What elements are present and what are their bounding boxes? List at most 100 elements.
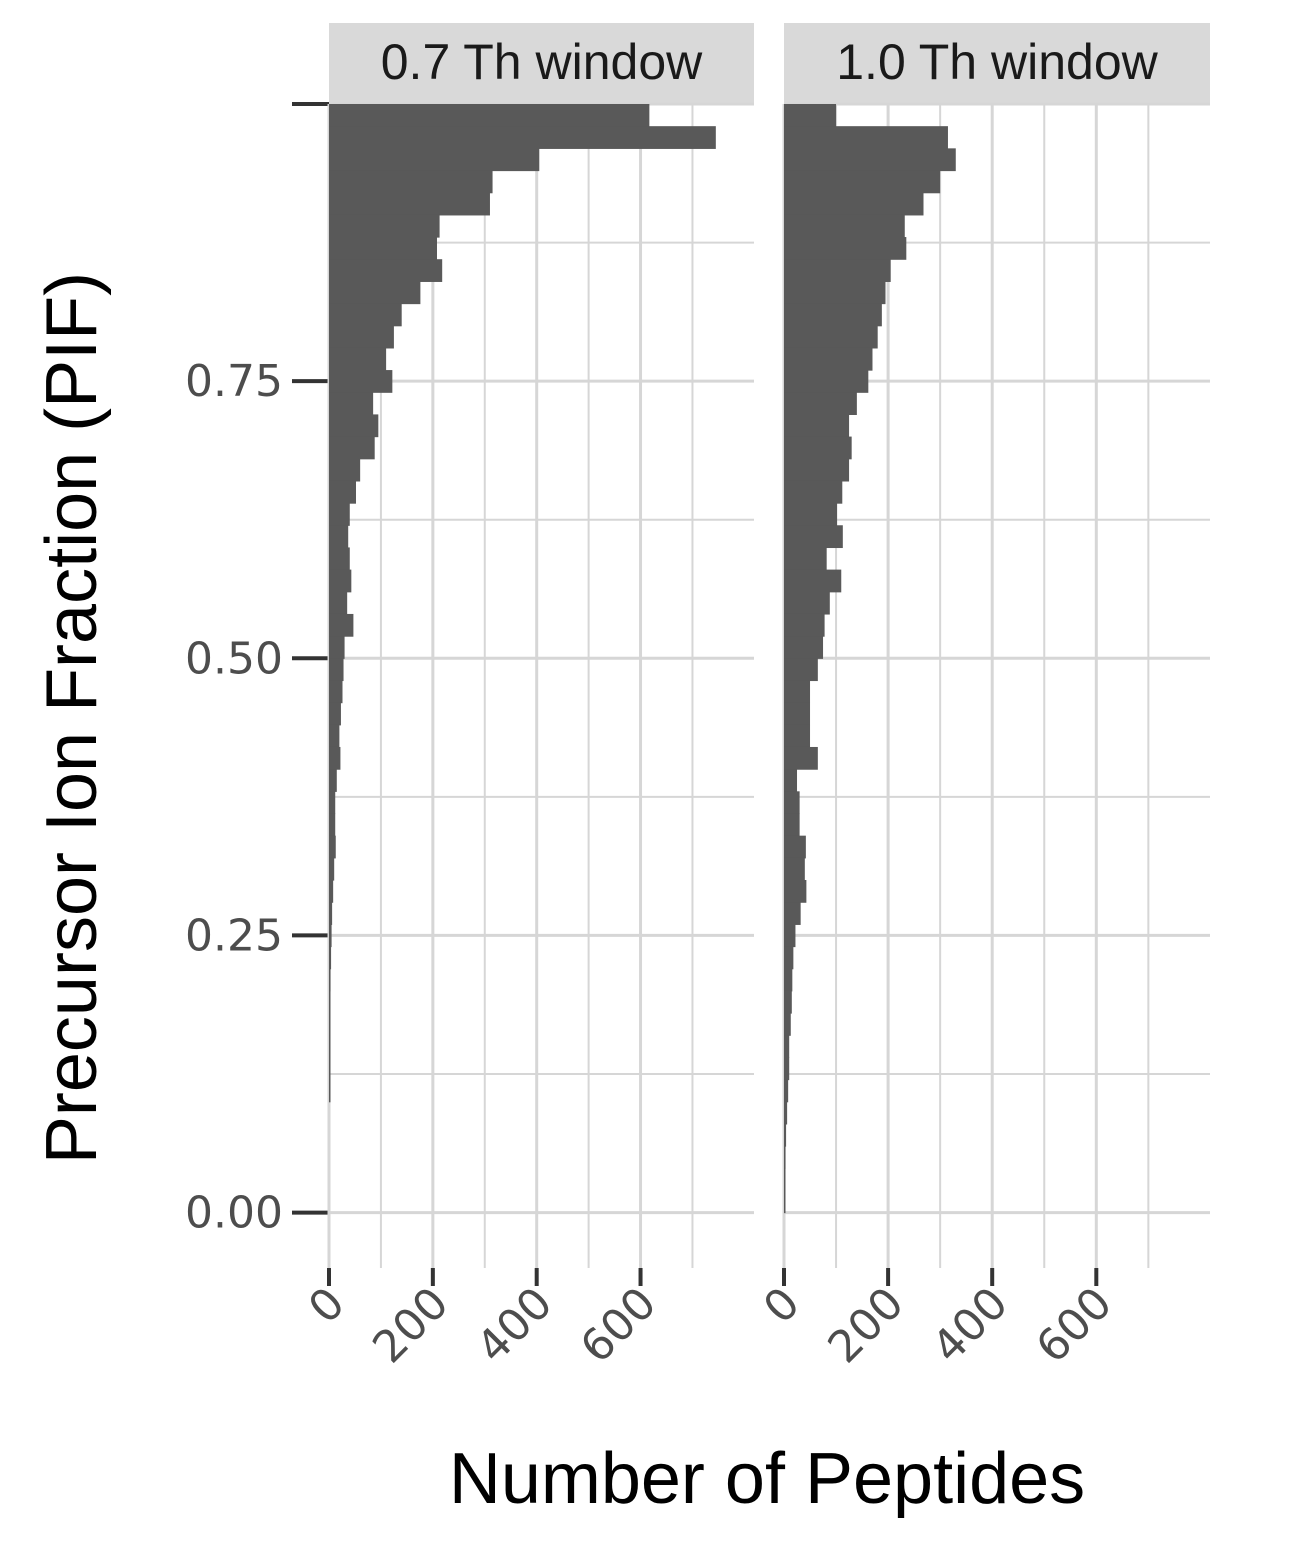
histogram-bar bbox=[784, 880, 807, 903]
histogram-bar bbox=[784, 835, 806, 859]
histogram-bar bbox=[784, 192, 924, 216]
histogram-bar bbox=[784, 214, 905, 238]
histogram-bar bbox=[784, 547, 827, 571]
histogram-bar bbox=[784, 1013, 791, 1036]
y-axis-title: Precursor Ion Fraction (PIF) bbox=[32, 272, 112, 1164]
histogram-bar bbox=[784, 658, 818, 682]
histogram-bar bbox=[784, 370, 869, 393]
histogram-bar bbox=[784, 436, 852, 460]
y-axis: 0.00 0.25 0.50 0.75 bbox=[185, 102, 329, 1239]
histogram-bar bbox=[329, 1057, 331, 1081]
histogram-bar bbox=[784, 325, 878, 349]
histogram-bar bbox=[329, 1035, 331, 1058]
histogram-bar bbox=[329, 613, 354, 637]
facet-strip-label: 1.0 Th window bbox=[836, 34, 1158, 90]
histogram-bar bbox=[784, 1190, 786, 1214]
x-tick-label: 600 bbox=[571, 1278, 666, 1373]
histogram-bar bbox=[784, 813, 800, 837]
histogram-bar bbox=[329, 791, 336, 815]
histogram-bar bbox=[329, 636, 345, 659]
histogram-bar bbox=[784, 1057, 790, 1081]
histogram-bar bbox=[329, 946, 332, 970]
histogram-bar bbox=[329, 990, 331, 1014]
histogram-bar bbox=[329, 148, 540, 172]
histogram-bar bbox=[784, 1123, 787, 1147]
histogram-bar bbox=[784, 569, 842, 593]
histogram-bar bbox=[784, 480, 843, 504]
histogram-bar bbox=[329, 680, 343, 704]
histogram-bar bbox=[329, 303, 402, 327]
histogram-bar bbox=[329, 547, 350, 571]
histogram-bar bbox=[329, 880, 334, 903]
histogram-bar bbox=[784, 126, 948, 149]
histogram-bar bbox=[784, 525, 843, 549]
histogram-bar bbox=[329, 325, 394, 349]
x-tick-label: 400 bbox=[923, 1278, 1018, 1373]
histogram-bar bbox=[784, 990, 792, 1014]
facet-panel: 0.7 Th window 0 200 400 600 bbox=[299, 23, 754, 1373]
histogram-bar bbox=[784, 636, 824, 659]
histogram-bar bbox=[784, 104, 837, 127]
histogram-bar bbox=[784, 458, 850, 482]
histogram-bar bbox=[329, 813, 336, 837]
histogram-bar bbox=[329, 591, 348, 615]
histogram-bar bbox=[784, 1168, 786, 1191]
y-tick-label: 0.00 bbox=[185, 1188, 283, 1239]
facet-strip bbox=[329, 23, 754, 104]
histogram-bar bbox=[784, 1101, 788, 1125]
histogram-bar bbox=[784, 1035, 790, 1058]
histogram-bar bbox=[784, 303, 882, 327]
histogram-bar bbox=[329, 1013, 331, 1036]
histogram-bar bbox=[329, 902, 333, 925]
histogram-bar bbox=[329, 525, 349, 549]
histogram-bar bbox=[329, 1079, 331, 1103]
histogram-bar bbox=[784, 503, 838, 526]
histogram-bar bbox=[784, 414, 850, 438]
histogram-bar bbox=[784, 392, 857, 415]
y-tick-label: 0.25 bbox=[185, 910, 283, 961]
facet-panel: 1.0 Th window 0 200 400 600 bbox=[754, 23, 1210, 1373]
histogram-bar bbox=[329, 237, 437, 260]
histogram-bar bbox=[329, 126, 716, 149]
x-tick-label: 200 bbox=[363, 1278, 458, 1373]
histogram-bar bbox=[329, 746, 341, 770]
histogram-bar bbox=[329, 724, 340, 748]
histogram-bar bbox=[784, 924, 796, 948]
histogram-bar bbox=[784, 170, 941, 194]
histogram-bar bbox=[784, 902, 801, 925]
histogram-bar bbox=[784, 857, 805, 881]
histogram-bar bbox=[784, 1146, 786, 1169]
histogram-bar bbox=[329, 480, 356, 504]
histogram-bar bbox=[329, 658, 344, 682]
x-tick-label: 0 bbox=[299, 1278, 355, 1334]
histogram-bar bbox=[329, 170, 493, 194]
histogram-bar bbox=[329, 214, 440, 238]
histogram-bar bbox=[329, 924, 332, 948]
histogram-bar bbox=[329, 192, 490, 216]
histogram-bar bbox=[784, 968, 793, 992]
histogram-bar bbox=[329, 458, 361, 482]
histogram-bar bbox=[784, 769, 798, 792]
histogram-bar bbox=[784, 680, 811, 704]
histogram-bar bbox=[784, 237, 907, 260]
x-axis-title: Number of Peptides bbox=[449, 1439, 1085, 1519]
histogram-bar bbox=[784, 746, 818, 770]
histogram-bar bbox=[329, 281, 421, 305]
histogram-bar bbox=[784, 702, 811, 726]
histogram-bar bbox=[784, 281, 886, 305]
histogram-bar bbox=[329, 436, 375, 460]
histogram-bar bbox=[784, 791, 800, 815]
histogram-bar bbox=[329, 503, 350, 526]
histogram-bar bbox=[329, 370, 393, 393]
x-tick-label: 400 bbox=[467, 1278, 562, 1373]
histogram-bar bbox=[784, 1079, 789, 1103]
histogram-bar bbox=[329, 392, 374, 415]
histogram-bar bbox=[329, 414, 379, 438]
histogram-bar bbox=[784, 259, 891, 282]
histogram-bar bbox=[329, 857, 335, 881]
x-tick-label: 600 bbox=[1027, 1278, 1122, 1373]
histogram-bar bbox=[329, 104, 650, 127]
histogram-bar bbox=[784, 347, 873, 371]
facet-strip-label: 0.7 Th window bbox=[381, 34, 703, 90]
